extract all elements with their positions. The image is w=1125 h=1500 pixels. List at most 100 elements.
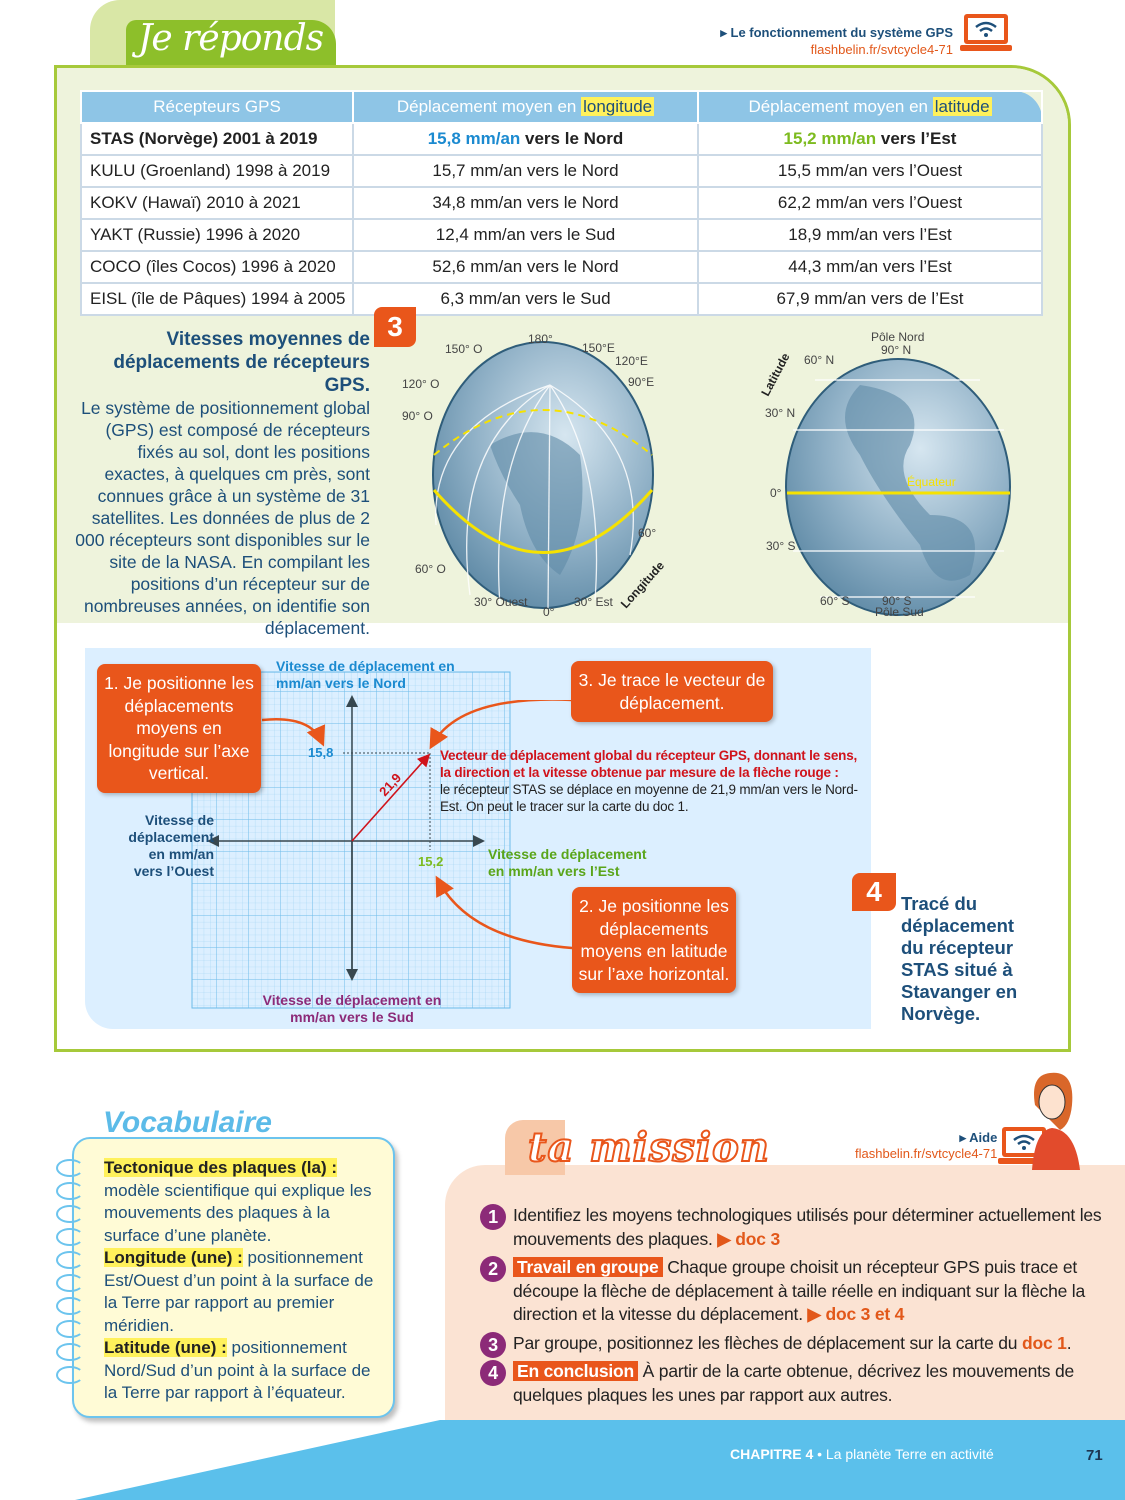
doc4-badge: 4: [852, 873, 896, 911]
cell-receiver: EISL (île de Pâques) 1994 à 2005: [80, 282, 354, 316]
doc3-title: Vitesses moyennes de déplacements de réc…: [113, 329, 370, 396]
label-150o: 150° O: [445, 342, 483, 356]
vocab-entry: Longitude (une) : positionnement Est/Oue…: [104, 1248, 374, 1335]
cell-receiver: KOKV (Hawaï) 2010 à 2021: [80, 186, 354, 220]
cell-latitude: 15,5 mm/an vers l’Ouest: [697, 154, 1043, 188]
label-60o: 60° O: [415, 562, 446, 576]
vocab-entry: Tectonique des plaques (la) : modèle sci…: [104, 1158, 372, 1245]
latitude-globe: [785, 358, 1011, 616]
cell-receiver: KULU (Groenland) 1998 à 2019: [80, 154, 354, 188]
step2-box: 2. Je positionne les déplacements moyens…: [572, 887, 736, 993]
col-header-latitude: Déplacement moyen en latitude: [697, 90, 1043, 124]
curved-arrows: [261, 700, 573, 950]
footer-band: [75, 1420, 1125, 1500]
displacement-vector: [351, 753, 431, 842]
triangle-icon: ▸: [720, 25, 731, 40]
globes-figure: 180° 150° O 150°E 120° O 120°E 90° O 90°…: [402, 330, 1011, 619]
cell-receiver: COCO (îles Cocos) 1996 à 2020: [80, 250, 354, 284]
pole-north: Pôle Nord: [871, 330, 924, 344]
laptop-wifi-icon[interactable]: [960, 12, 1012, 54]
cell-longitude: 15,7 mm/an vers le Nord: [352, 154, 699, 188]
longitude-globe: [432, 341, 654, 609]
table-row: STAS (Norvège) 2001 à 2019 15,8 mm/an ve…: [80, 122, 1043, 156]
doc4-caption: Tracé du déplacement du récepteur STAS s…: [901, 893, 1018, 1024]
label-60: 60°: [638, 526, 656, 540]
doc3-body: Le système de positionnement global (GPS…: [75, 398, 370, 638]
vector-text: le récepteur STAS se déplace en moyenne …: [440, 782, 858, 814]
step3-box: 3. Je trace le vecteur de déplacement.: [571, 661, 773, 722]
col-header-longitude: Déplacement moyen en longitude: [352, 90, 699, 124]
table-header: Récepteurs GPS Déplacement moyen en long…: [80, 90, 1043, 124]
label-60n: 60° N: [804, 353, 834, 367]
label-150e: 150°E: [582, 341, 615, 355]
pole-south: Pôle Sud: [875, 605, 924, 619]
title-pill: [126, 20, 336, 66]
cell-latitude: 62,2 mm/an vers l’Ouest: [697, 186, 1043, 220]
axis-north-label: Vitesse de déplacement en mm/an vers le …: [276, 658, 455, 691]
step1-box: 1. Je positionne les déplacements moyens…: [97, 664, 261, 793]
doc3-caption: Vitesses moyennes de déplacements de réc…: [70, 328, 370, 639]
table-row: KULU (Groenland) 1998 à 2019 15,7 mm/an v…: [80, 154, 1043, 188]
cell-receiver: YAKT (Russie) 1996 à 2020: [80, 218, 354, 252]
cell-latitude: 44,3 mm/an vers l’Est: [697, 250, 1043, 284]
vocab-entry: Latitude (une) : positionnement Nord/Sud…: [104, 1338, 371, 1402]
mission-task-2: 2 Travail en groupe Chaque groupe choisit…: [480, 1256, 1120, 1327]
east-value: 15,2: [418, 854, 443, 869]
page-number: 71: [1086, 1447, 1103, 1464]
page-title: Je réponds: [138, 18, 324, 59]
cell-receiver: STAS (Norvège) 2001 à 2019: [80, 122, 354, 156]
mission-tasks: 1 Identifiez les moyens technologiques ut…: [480, 1204, 1120, 1407]
cell-latitude: 15,2 mm/an vers l’Est: [697, 122, 1043, 156]
label-30e: 30° Est: [574, 595, 613, 609]
col-header-receiver: Récepteurs GPS: [80, 90, 354, 124]
mission-task-1: 1 Identifiez les moyens technologiques ut…: [480, 1204, 1120, 1251]
gps-link[interactable]: ▸ Le fonctionnement du système GPS flash…: [720, 24, 953, 58]
axis-west-label: Vitesse de déplacement en mm/an vers l’O…: [128, 812, 214, 879]
footer-chapter: CHAPITRE 4 • La planète Terre en activit…: [730, 1446, 994, 1462]
doc3-badge: 3: [374, 307, 416, 347]
mission-title: ta mission: [527, 1123, 770, 1172]
cell-longitude: 52,6 mm/an vers le Nord: [352, 250, 699, 284]
label-60s: 60° S: [820, 594, 849, 608]
table-row: KOKV (Hawaï) 2010 à 2021 34,8 mm/an vers …: [80, 186, 1043, 220]
axis-south-label: Vitesse de déplacement en mm/an vers le …: [262, 992, 442, 1025]
link-url[interactable]: flashbelin.fr/svtcycle4-71: [810, 42, 953, 57]
cell-longitude: 12,4 mm/an vers le Sud: [352, 218, 699, 252]
link-label: Le fonctionnement du système GPS: [730, 25, 954, 40]
label-120e: 120°E: [615, 354, 648, 368]
cell-longitude: 34,8 mm/an vers le Nord: [352, 186, 699, 220]
vocab-box: Tectonique des plaques (la) : modèle sci…: [56, 1137, 395, 1418]
label-30n: 30° N: [765, 406, 795, 420]
aide-link[interactable]: ▸ Aide flashbelin.fr/svtcycle4-71: [855, 1130, 998, 1161]
north-90: 90° N: [881, 343, 911, 357]
label-30s: 30° S: [766, 539, 795, 553]
mission-box: [445, 1165, 1125, 1430]
vector-title: Vecteur de déplacement global du récepte…: [440, 748, 858, 780]
axis-east-label: Vitesse de déplacement en mm/an vers l’E…: [488, 846, 647, 879]
south-90: 90° S: [882, 594, 911, 608]
equator-label: Équateur: [907, 474, 956, 489]
label-0: 0°: [543, 605, 555, 619]
table-row: YAKT (Russie) 1996 à 2020 12,4 mm/an vers…: [80, 218, 1043, 252]
table-row: COCO (îles Cocos) 1996 à 2020 52,6 mm/an …: [80, 250, 1043, 284]
cell-longitude: 15,8 mm/an vers le Nord: [352, 122, 699, 156]
label-90o: 90° O: [402, 409, 433, 423]
cell-latitude: 18,9 mm/an vers l’Est: [697, 218, 1043, 252]
table-row: EISL (île de Pâques) 1994 à 2005 6,3 mm/a…: [80, 282, 1043, 316]
label-90e: 90°E: [628, 375, 654, 389]
cell-latitude: 67,9 mm/an vers de l’Est: [697, 282, 1043, 316]
student-illustration: [1032, 1072, 1080, 1170]
label-0-lat: 0°: [770, 486, 782, 500]
mission-task-3: 3 Par groupe, positionnez les flèches de …: [480, 1331, 1120, 1358]
mission-tab: [505, 1120, 565, 1175]
label-30w: 30° Ouest: [474, 595, 528, 609]
label-120o: 120° O: [402, 377, 440, 391]
label-180: 180°: [528, 332, 553, 346]
cell-longitude: 6,3 mm/an vers le Sud: [352, 282, 699, 316]
mission-task-4: 4 En conclusion À partir de la carte obte…: [480, 1360, 1120, 1407]
gps-table: Récepteurs GPS Déplacement moyen en long…: [80, 90, 1043, 316]
longitude-arrow-label: Longitude: [618, 558, 667, 611]
latitude-arrow-label: Latitude: [758, 350, 792, 398]
north-value: 15,8: [308, 745, 333, 760]
vector-explanation: Vecteur de déplacement global du récepte…: [440, 747, 868, 815]
